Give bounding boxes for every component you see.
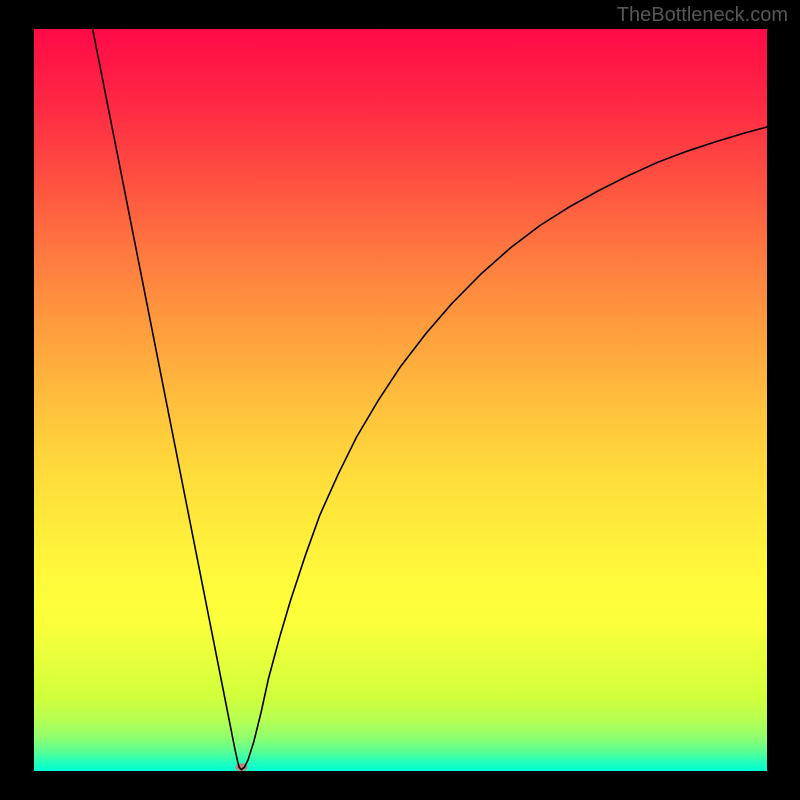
watermark-text: TheBottleneck.com [617, 4, 788, 27]
plot-area [34, 29, 767, 771]
gradient-background [34, 29, 767, 771]
chart-container: TheBottleneck.com [0, 0, 800, 800]
bottleneck-chart [34, 29, 767, 771]
